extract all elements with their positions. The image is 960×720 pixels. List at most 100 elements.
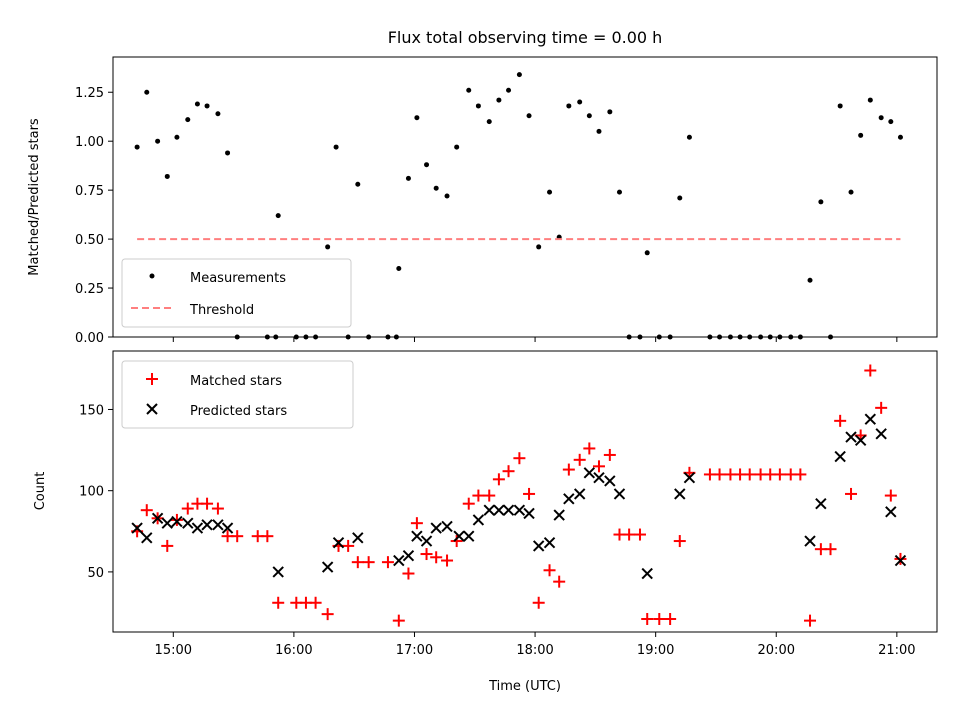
top-legend-box	[121, 258, 352, 328]
measurement-point	[837, 103, 843, 109]
measurement-point	[134, 144, 140, 150]
matched-star-point	[170, 513, 183, 526]
predicted-star-point	[513, 504, 526, 516]
predicted-star-point	[894, 554, 907, 567]
measurement-point	[174, 134, 180, 140]
matched-star-point	[713, 468, 726, 481]
predicted-star-point	[352, 532, 364, 544]
matched-star-point	[583, 442, 596, 455]
measurement-point	[155, 138, 161, 144]
matched-star-point	[884, 489, 897, 502]
measurement-point	[506, 87, 512, 93]
matched-star-point	[502, 465, 515, 478]
bottom-legend: Matched stars Predicted stars	[121, 360, 354, 429]
predicted-star-point	[493, 504, 505, 516]
matched-star-point	[492, 473, 505, 486]
x-axis-label: Time (UTC)	[488, 679, 561, 694]
predicted-star-point	[212, 519, 224, 531]
matched-star-point	[181, 502, 194, 515]
matched-star-point	[140, 504, 153, 517]
predicted-star-point	[201, 519, 213, 531]
predicted-star-point	[441, 520, 453, 533]
measurement-point	[858, 132, 864, 138]
measurement-point	[848, 189, 854, 195]
predicted-star-point	[532, 540, 545, 552]
matched-star-point	[201, 497, 214, 510]
predicted-star-point	[523, 507, 535, 520]
measurement-point	[185, 117, 191, 123]
top-panel: 0.00 0.25 0.50 0.75 1.00 1.25 Matched/Predict…	[27, 56, 938, 346]
matched-star-point	[623, 528, 636, 541]
predicted-star-point	[641, 567, 653, 580]
legend-matched-label: Matched stars	[190, 374, 282, 389]
predicted-star-point	[272, 566, 284, 578]
x-tick-label: 20:00	[758, 643, 795, 658]
y-tick-label: 150	[79, 403, 104, 418]
bottom-panel: 50 100 150 15:00 16:00 17:00 18:00 19:00 20:00 2…	[33, 350, 938, 694]
x-tick-label: 16:00	[275, 643, 312, 658]
matched-star-point	[321, 608, 334, 621]
measurement-point	[867, 97, 873, 103]
matched-star-point	[664, 613, 677, 626]
predicted-star-point	[332, 536, 345, 549]
matched-star-point	[562, 463, 575, 476]
y-tick-label: 1.25	[75, 86, 104, 101]
measurement-point	[444, 193, 450, 199]
matched-star-point	[381, 556, 394, 569]
predicted-star-point	[171, 515, 183, 528]
top-y-axis-label: Matched/Predicted stars	[27, 118, 42, 276]
measurement-point	[144, 89, 150, 95]
predicted-star-point	[875, 428, 887, 440]
matched-star-point	[653, 613, 666, 626]
measurement-point	[475, 103, 481, 109]
legend-measurements-label: Measurements	[190, 271, 286, 286]
measurement-point	[607, 109, 613, 115]
x-tick-label: 17:00	[396, 643, 433, 658]
matched-star-point	[794, 468, 807, 481]
predicted-star-point	[613, 488, 626, 500]
measurement-point	[586, 113, 592, 119]
measurement-point	[333, 144, 339, 150]
x-tick-label: 18:00	[516, 643, 553, 658]
predicted-star-point	[161, 517, 173, 529]
predicted-star-point	[182, 517, 194, 529]
predicted-star-point	[864, 413, 877, 425]
measurement-point	[454, 144, 460, 150]
predicted-star-point	[543, 536, 556, 549]
matched-star-point	[261, 530, 274, 543]
y-tick-label: 0.00	[75, 331, 104, 346]
predicted-star-point	[593, 471, 605, 484]
matched-star-point	[402, 567, 415, 580]
predicted-star-point	[141, 532, 153, 544]
matched-star-point	[392, 614, 405, 627]
y-tick-label: 0.25	[75, 282, 104, 297]
measurement-point	[878, 115, 884, 121]
measurement-point	[204, 103, 210, 109]
matched-star-point	[430, 551, 443, 564]
matched-star-point	[231, 530, 244, 543]
measurement-point	[818, 199, 824, 205]
matched-star-point	[553, 575, 566, 588]
predicted-star-point	[845, 431, 857, 443]
predicted-star-point	[583, 467, 596, 479]
matched-star-point	[351, 556, 364, 569]
matched-star-point	[804, 614, 817, 627]
matched-star-point	[420, 548, 433, 561]
measurement-point	[355, 181, 361, 187]
measurement-point	[275, 213, 281, 219]
legend-predicted-marker	[146, 403, 158, 415]
legend-threshold-label: Threshold	[189, 303, 254, 318]
predicted-star-point	[191, 522, 204, 534]
measurement-point	[897, 134, 903, 140]
predicted-star-point	[151, 512, 164, 525]
matched-star-point	[161, 539, 174, 552]
measurement-point	[644, 250, 650, 256]
legend-predicted-label: Predicted stars	[190, 404, 287, 419]
y-tick-label: 1.00	[75, 135, 104, 150]
measurement-point	[414, 115, 420, 121]
predicted-star-point	[393, 554, 405, 567]
measurement-point	[325, 244, 331, 250]
matched-star-point	[309, 596, 322, 609]
bottom-legend-box	[121, 360, 354, 429]
predicted-star-point	[472, 514, 485, 526]
